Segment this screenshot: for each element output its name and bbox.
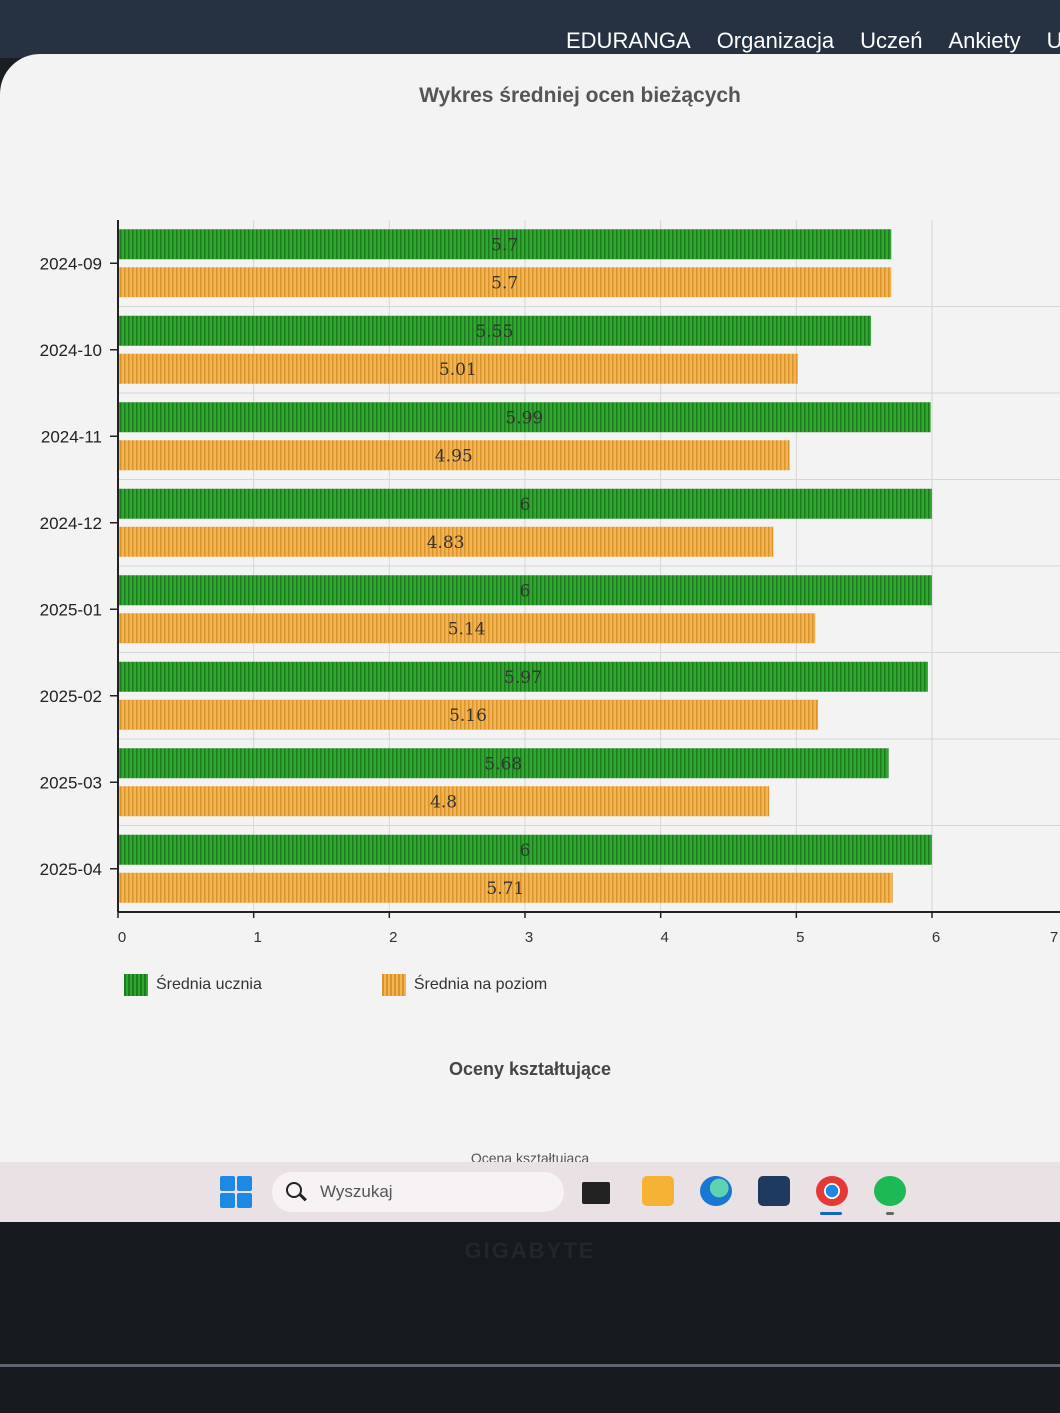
bar-student-2024-12[interactable] [118,488,932,519]
bar-value-label: 5.7 [491,235,518,255]
taskbar-search[interactable]: Wyszukaj [272,1172,564,1212]
windows-start-icon[interactable] [220,1176,252,1208]
y-tick-label: 2024-12 [40,514,102,533]
formative-grades-subtitle: Ocena kształtująca [470,1150,590,1162]
nav-item-us[interactable]: Us [1046,28,1060,53]
bar-student-2025-01[interactable] [118,575,932,606]
bar-student-2024-09[interactable] [118,229,892,260]
x-tick-label: 5 [796,929,804,946]
y-tick-label: 2024-11 [41,427,102,446]
bar-level-2024-11[interactable] [118,440,790,471]
legend-label-level: Średnia na poziom [413,976,548,993]
chrome-active-indicator [820,1212,842,1215]
bezel-edge [0,1364,1060,1367]
bar-student-2025-04[interactable] [118,834,932,865]
task-view-icon[interactable] [582,1182,610,1204]
store-icon[interactable] [758,1176,790,1206]
bar-value-label: 4.8 [430,792,457,812]
legend-swatch-orange [381,974,406,996]
search-placeholder: Wyszukaj [320,1182,393,1201]
bar-student-2024-11[interactable] [118,402,931,433]
y-tick-label: 2024-09 [40,254,102,273]
bar-student-2024-10[interactable] [118,315,871,346]
chart-legend: Średnia ucznia Średnia na poziom [124,974,547,996]
bar-value-label: 5.99 [505,408,543,428]
edge-icon[interactable] [700,1176,732,1206]
x-tick-label: 4 [660,929,668,946]
formative-grades-title: Oceny kształtujące [448,1059,612,1079]
bar-value-label: 5.16 [449,706,487,726]
bar-value-label: 6 [520,841,531,861]
main-content: Wykres średniej ocen bieżących 5.7 5.7 5.5… [0,54,1060,1162]
x-tick-label: 3 [525,929,533,946]
brand-logo: GIGABYTE [464,1238,596,1263]
bar-level-2024-09[interactable] [118,267,892,298]
spotify-running-indicator [886,1212,894,1215]
legend-item-level[interactable]: Średnia na poziom [381,974,548,996]
x-tick-label: 6 [932,929,940,946]
monitor-bezel: GIGABYTE [0,1222,1060,1413]
bar-chart: 5.75.75.555.015.994.9564.8365.145.975.16… [40,220,1060,946]
bar-value-label: 6 [520,495,531,515]
bar-level-2024-12[interactable] [118,526,774,557]
bar-value-label: 5.55 [476,322,514,342]
bar-level-2024-10[interactable] [118,353,798,384]
x-tick-label: 1 [253,929,261,946]
bar-value-label: 6 [520,581,531,601]
x-tick-label: 7 [1050,929,1058,946]
bar-value-label: 5.97 [504,668,542,688]
bar-value-label: 5.71 [486,879,524,899]
legend-item-student[interactable]: Średnia ucznia [124,974,262,996]
bar-value-label: 4.83 [427,533,465,553]
bar-value-label: 5.14 [448,619,486,639]
x-tick-label: 0 [118,929,126,946]
spotify-icon[interactable] [874,1176,906,1206]
bar-level-2025-01[interactable] [118,613,816,644]
y-tick-label: 2025-02 [40,687,102,706]
nav-item-eduranga[interactable]: EDURANGA [566,28,691,53]
bar-value-label: 4.95 [435,446,473,466]
bar-value-label: 5.68 [484,754,522,774]
legend-swatch-green [124,974,148,996]
y-tick-label: 2025-01 [40,600,102,619]
y-tick-label: 2024-10 [40,341,102,360]
file-explorer-icon[interactable] [642,1176,674,1206]
chart-title: Wykres średniej ocen bieżących [419,84,741,107]
nav-item-uczen[interactable]: Uczeń [860,28,923,53]
bar-student-2025-03[interactable] [118,748,889,779]
bar-level-2025-03[interactable] [118,786,770,817]
nav-menu: EDURANGA Organizacja Uczeń Ankiety Us [566,28,1060,54]
nav-item-organizacja[interactable]: Organizacja [716,28,835,53]
bar-level-2025-04[interactable] [118,872,893,903]
x-tick-label: 2 [389,929,397,946]
bar-level-2025-02[interactable] [118,699,819,730]
legend-label-student: Średnia ucznia [156,976,262,993]
bar-value-label: 5.01 [439,360,477,380]
y-tick-label: 2025-04 [40,860,102,879]
chrome-icon[interactable] [816,1176,848,1206]
bar-student-2025-02[interactable] [118,661,928,692]
taskbar: Wyszukaj [0,1162,1060,1222]
y-tick-label: 2025-03 [40,773,102,792]
bar-value-label: 5.7 [491,273,518,293]
nav-item-ankiety[interactable]: Ankiety [948,28,1021,53]
search-icon [286,1182,306,1202]
top-navigation: EDURANGA Organizacja Uczeń Ankiety Us [0,0,1060,58]
